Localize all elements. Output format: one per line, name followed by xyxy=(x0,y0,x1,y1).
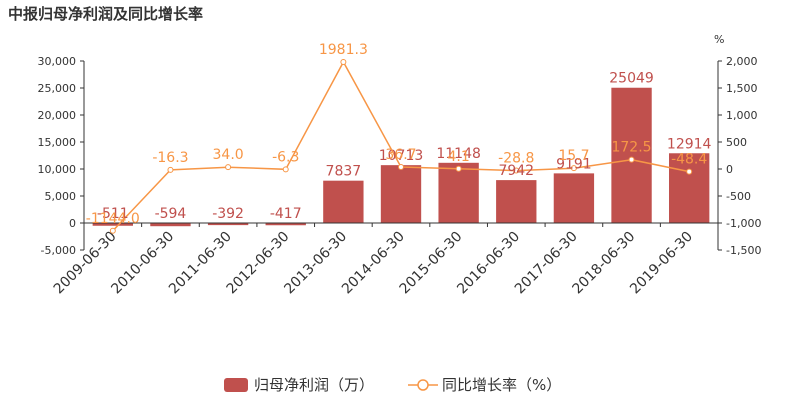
line-point xyxy=(513,167,520,174)
bar xyxy=(669,153,710,223)
right-axis-tick-label: 1,500 xyxy=(726,82,758,95)
bar xyxy=(265,223,306,226)
right-axis-tick-label: 500 xyxy=(726,136,747,149)
right-axis-tick-label: 2,000 xyxy=(726,55,758,68)
bar-value-label: 25049 xyxy=(609,71,654,87)
line-point xyxy=(225,164,232,171)
left-axis-tick-label: 10,000 xyxy=(38,163,77,176)
right-axis-tick-label: -1,500 xyxy=(726,244,761,257)
bar xyxy=(92,223,133,226)
line-value-label: -6.3 xyxy=(272,149,299,165)
line-point xyxy=(282,166,289,173)
line-value-label: 1981.3 xyxy=(319,42,368,58)
right-axis-tick-label: -1,000 xyxy=(726,217,761,230)
bar xyxy=(496,180,537,223)
line-point xyxy=(109,227,116,234)
line-value-label: -48.4 xyxy=(671,152,707,168)
chart-title: 中报归母净利润及同比增长率 xyxy=(8,5,203,23)
left-axis-tick-label: 25,000 xyxy=(38,82,77,95)
bar xyxy=(438,162,479,223)
line-point xyxy=(628,156,635,163)
left-axis-tick-label: 15,000 xyxy=(38,136,77,149)
bar-value-label: 10713 xyxy=(379,148,424,164)
bar xyxy=(553,173,595,223)
bar xyxy=(380,165,422,223)
bar-series xyxy=(92,87,710,227)
bar-value-label: -511 xyxy=(97,206,129,222)
line-point xyxy=(167,166,174,173)
line-point xyxy=(686,168,693,175)
bar-value-label: -392 xyxy=(212,206,244,222)
bar xyxy=(150,223,191,227)
line-series xyxy=(109,59,693,234)
line-value-label: -16.3 xyxy=(152,150,188,166)
bar xyxy=(611,87,652,223)
bar-value-label: 9191 xyxy=(556,156,592,172)
right-axis-tick-label: 0 xyxy=(726,163,733,176)
left-axis-tick-label: 30,000 xyxy=(38,55,77,68)
line-value-label: -28.8 xyxy=(498,151,534,167)
legend-item-bar[interactable]: 归母净利润（万） xyxy=(224,376,374,394)
legend-line-label: 同比增长率（%） xyxy=(442,376,561,394)
line-point xyxy=(398,164,404,171)
bar-value-label: 12914 xyxy=(667,136,712,152)
x-axis-tick-label: 2019-06-30 xyxy=(627,229,696,298)
line-point xyxy=(340,59,347,66)
line-value-label: 34.0 xyxy=(213,147,244,163)
line-value-label: -1144.0 xyxy=(86,211,140,227)
left-axis-tick-label: 0 xyxy=(69,217,76,230)
legend: 归母净利润（万） 同比增长率（%） xyxy=(224,376,561,394)
right-axis-tick-label: -500 xyxy=(726,190,751,203)
data-labels: -511 -594 -392 -417 7837 10713 11148 7942 9191 25… xyxy=(86,42,712,227)
legend-item-line[interactable]: 同比增长率（%） xyxy=(408,376,561,394)
line-point xyxy=(455,165,462,172)
line-value-label: 4.1 xyxy=(448,149,470,165)
bar xyxy=(323,180,364,223)
legend-bar-swatch xyxy=(224,378,248,392)
bar xyxy=(207,223,249,226)
bar-value-label: 7837 xyxy=(326,164,362,180)
legend-bar-label: 归母净利润（万） xyxy=(254,376,374,394)
left-axis-tick-label: 5,000 xyxy=(45,190,77,203)
line-value-label: 15.7 xyxy=(558,148,589,164)
legend-line-marker xyxy=(417,379,429,391)
right-axis-unit: % xyxy=(714,33,724,46)
left-axis-tick-label: 20,000 xyxy=(38,109,77,122)
line-value-label: 36.7 xyxy=(385,147,416,163)
left-axis-tick-label: -5,000 xyxy=(41,244,76,257)
bar-value-label: -594 xyxy=(155,206,187,222)
right-axis-tick-label: 1,000 xyxy=(726,109,758,122)
bar-value-label: 7942 xyxy=(498,163,534,179)
bar-value-label: 11148 xyxy=(436,146,481,162)
line-value-label: 172.5 xyxy=(611,140,651,156)
line-point xyxy=(570,165,577,172)
bar-value-label: -417 xyxy=(270,206,302,222)
